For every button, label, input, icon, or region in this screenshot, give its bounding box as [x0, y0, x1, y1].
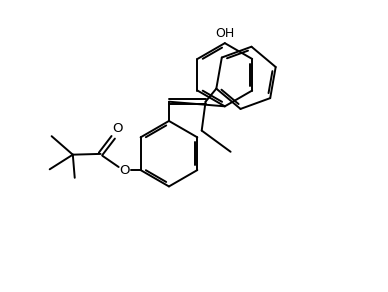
Text: OH: OH: [215, 27, 234, 40]
Text: O: O: [112, 121, 123, 135]
Text: O: O: [119, 164, 130, 177]
